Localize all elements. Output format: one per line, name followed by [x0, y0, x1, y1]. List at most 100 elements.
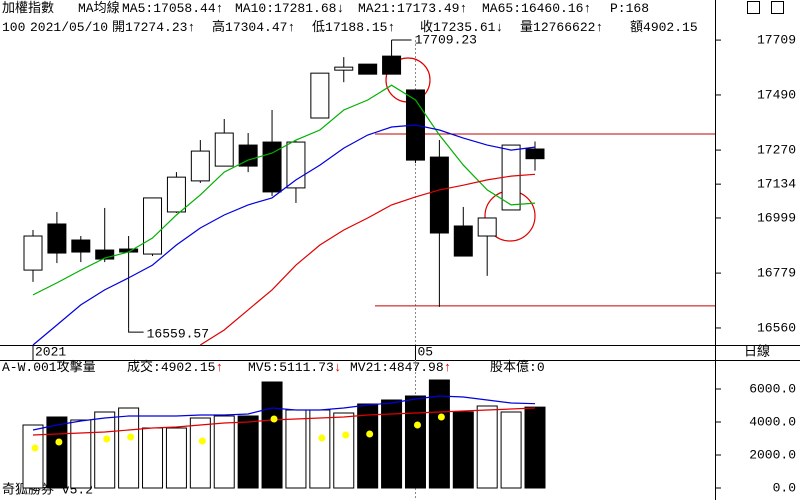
separator: : [513, 1, 521, 16]
volume-bar [500, 411, 522, 489]
candle-body [23, 235, 43, 271]
legend-name: MA5 [122, 1, 145, 16]
y-tick-label: 6000.0 [749, 381, 796, 396]
volume-bar [428, 379, 450, 489]
y-tick-label: 2000.0 [749, 447, 796, 462]
title: 加權指數 [2, 1, 54, 16]
window-button[interactable] [747, 1, 760, 14]
candle-body [358, 63, 378, 75]
volume-bar [524, 406, 546, 489]
candle-body [286, 141, 306, 189]
candle-body [382, 55, 402, 75]
header-item: 成交:4902.15↑ [127, 359, 223, 375]
y-tick-label: 0.0 [773, 480, 796, 495]
candle-body [477, 217, 497, 237]
annotation: 17709.23 [415, 32, 477, 47]
y-tick-label: 17709 [757, 33, 796, 48]
indicator-dot [270, 415, 278, 423]
volume-bar [404, 395, 426, 489]
y-tick-label: 4000.0 [749, 414, 796, 429]
header-item: 100 [2, 20, 25, 35]
legend-value: 5111.73 [279, 360, 334, 375]
header: 加權指數 MA均線 MA5:17058.44↑ MA10:17281.68↓ MA21:… [2, 0, 698, 35]
y-tick-label: 16779 [757, 266, 796, 281]
field-label: 低 [312, 20, 325, 35]
volume-bar [213, 415, 235, 489]
candle-body [334, 66, 354, 71]
candle-body [71, 239, 91, 253]
y-tick-label: 17134 [757, 177, 796, 192]
candle-body [453, 225, 473, 257]
y-tick-label: 17490 [757, 87, 796, 102]
indicator-dot [366, 430, 374, 438]
indicator-dot [318, 434, 326, 442]
legend-value: 17058.44 [153, 1, 216, 16]
header-item: 2021/05/10 [30, 20, 108, 35]
indicator-dot [103, 435, 111, 443]
volume-bar [309, 409, 331, 489]
separator: : [529, 360, 537, 375]
header-extra: P:168 [610, 1, 649, 16]
volume-bar [381, 399, 403, 489]
annotation: 16559.57 [147, 327, 209, 342]
volume-bar [165, 427, 187, 489]
header-item: 收17235.61↓ [420, 20, 503, 35]
x-tick-label: 2021 [35, 344, 66, 359]
candle-body [525, 148, 545, 160]
separator: : [266, 1, 274, 16]
header-item: MA10:17281.68↓ [235, 1, 344, 16]
volume-bar [333, 412, 355, 489]
volume-bar [22, 424, 44, 489]
y-tick-label: 16560 [757, 320, 796, 335]
field-label: 量 [520, 20, 533, 35]
indicator-dot [31, 444, 39, 452]
indicator-dot [342, 431, 350, 439]
volume-bar [452, 411, 474, 489]
header-item: 高17304.47↑ [212, 19, 295, 35]
panel-title: A-W.001攻擊量 [2, 359, 96, 375]
candle-body [310, 72, 330, 119]
field-value: 17188.15 [325, 20, 387, 35]
candle-body [190, 150, 210, 182]
candle-body [143, 197, 163, 255]
header-item: A-W.001攻擊量 [2, 359, 96, 375]
trend-arrow: ↓ [334, 360, 342, 375]
legend-name: MV5 [248, 360, 271, 375]
indicator-dot [413, 421, 421, 429]
volume-bar [189, 417, 211, 489]
candle-body [47, 223, 67, 254]
candle-body [238, 144, 258, 167]
period-label[interactable]: 日線 [744, 343, 770, 359]
trend-arrow: ↓ [495, 20, 503, 35]
legend-name: 股本億 [490, 359, 529, 375]
indicator-dot [198, 437, 206, 445]
header-item: MA5:17058.44↑ [122, 1, 223, 16]
trend-arrow: ↓ [336, 1, 344, 16]
separator: : [271, 360, 279, 375]
legend-value: 17281.68 [274, 1, 336, 16]
y-tick-label: 16999 [757, 210, 796, 225]
field-label: 高 [212, 19, 225, 35]
trend-arrow: ↑ [444, 360, 452, 375]
header-item: 開17274.23↑ [112, 20, 195, 35]
volume-bar [70, 419, 92, 489]
candle-body [95, 249, 115, 260]
volume-bar [285, 409, 307, 489]
header-item: P:168 [610, 1, 649, 16]
window-button[interactable] [771, 1, 784, 14]
trend-arrow: ↑ [387, 20, 395, 35]
ma-line [199, 173, 536, 346]
bar-date: 2021/05/10 [30, 20, 108, 35]
volume-bar [118, 407, 140, 489]
indicator-dot [55, 438, 63, 446]
volume-bar [261, 381, 283, 489]
volume-ma-line [32, 407, 536, 436]
ma-line [32, 124, 536, 346]
header-item: 量12766622↑ [520, 20, 603, 35]
legend-name: MA10 [235, 1, 266, 16]
separator: : [389, 1, 397, 16]
y-tick-label: 17270 [757, 143, 796, 158]
volume-bar [46, 416, 68, 489]
volume-bar [476, 405, 498, 489]
